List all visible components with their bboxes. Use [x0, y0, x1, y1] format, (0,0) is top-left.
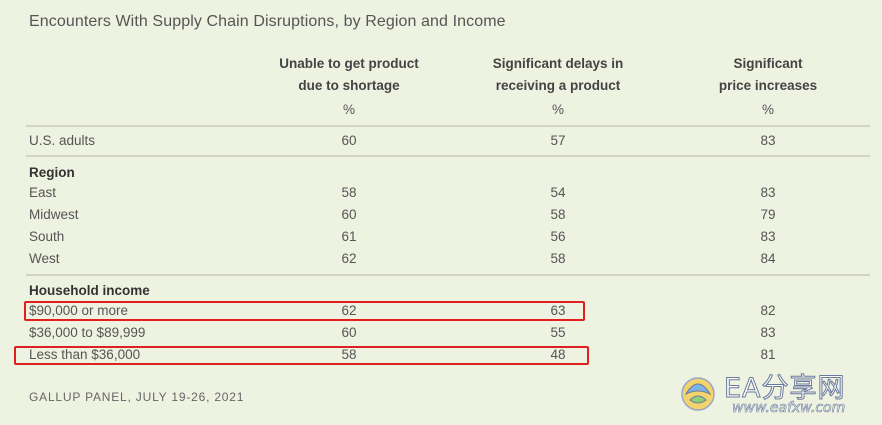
row-label: South — [29, 229, 65, 244]
header-divider — [26, 125, 870, 127]
column-unit: % — [761, 102, 774, 117]
cell-shortage: 60 — [341, 325, 357, 340]
column-header-line1: Significant — [733, 56, 803, 71]
cell-delays: 54 — [550, 185, 566, 200]
column-header-line1: Significant delays in — [492, 56, 624, 71]
row-label: Less than $36,000 — [29, 347, 141, 362]
cell-shortage: 62 — [341, 303, 357, 318]
cell-price: 83 — [760, 133, 776, 148]
table-row: $36,000 to $89,999 60 55 83 — [0, 322, 882, 344]
cell-delays: 48 — [550, 347, 566, 362]
row-label: $90,000 or more — [29, 303, 129, 318]
row-label: Midwest — [29, 207, 79, 222]
cell-price: 83 — [760, 185, 776, 200]
cell-price: 81 — [760, 347, 776, 362]
cell-shortage: 60 — [341, 207, 357, 222]
column-header-shortage: Unable to get product due to shortage — [249, 53, 449, 97]
section-divider — [26, 155, 870, 157]
cell-price: 84 — [760, 251, 776, 266]
cell-price: 79 — [760, 207, 776, 222]
row-label: West — [29, 251, 60, 266]
cell-shortage: 60 — [341, 133, 357, 148]
cell-shortage: 58 — [341, 185, 357, 200]
watermark-url: www.eafxw.com — [732, 400, 846, 417]
column-header-line2: receiving a product — [495, 78, 621, 93]
table-row: West 62 58 84 — [0, 248, 882, 270]
row-label: $36,000 to $89,999 — [29, 325, 146, 340]
cell-price: 83 — [760, 229, 776, 244]
table-row: $90,000 or more 62 63 82 — [0, 300, 882, 322]
cell-delays: 57 — [550, 133, 566, 148]
table-row: Midwest 60 58 79 — [0, 204, 882, 226]
column-header-delays: Significant delays in receiving a produc… — [458, 53, 658, 97]
section-heading-income: Household income — [29, 283, 150, 298]
table-row: South 61 56 83 — [0, 226, 882, 248]
cell-delays: 56 — [550, 229, 566, 244]
section-heading-region: Region — [29, 165, 75, 180]
column-unit: % — [551, 102, 564, 117]
cell-delays: 58 — [550, 207, 566, 222]
cell-delays: 63 — [550, 303, 566, 318]
highlight-box-low-income — [14, 346, 589, 365]
column-header-line1: Unable to get product — [279, 56, 419, 71]
column-header-line2: due to shortage — [298, 78, 400, 93]
cell-price: 83 — [760, 325, 776, 340]
column-unit: % — [342, 102, 355, 117]
cell-delays: 58 — [550, 251, 566, 266]
cell-delays: 55 — [550, 325, 566, 340]
column-header-line2: price increases — [718, 78, 818, 93]
row-label: East — [29, 185, 57, 200]
highlight-box-high-income — [24, 301, 585, 321]
row-label: U.S. adults — [29, 133, 96, 148]
watermark-logo-icon — [681, 377, 715, 411]
table-title: Encounters With Supply Chain Disruptions… — [29, 13, 506, 30]
cell-price: 82 — [760, 303, 776, 318]
cell-shortage: 62 — [341, 251, 357, 266]
table-row: Less than $36,000 58 48 81 — [0, 344, 882, 366]
section-divider — [26, 274, 870, 276]
column-header-price: Significant price increases — [668, 53, 868, 97]
table-row: East 58 54 83 — [0, 182, 882, 204]
source-note: GALLUP PANEL, JULY 19-26, 2021 — [29, 390, 245, 404]
cell-shortage: 61 — [341, 229, 357, 244]
watermark-text: EA分享网 — [724, 373, 846, 405]
watermark: EA分享网 www.eafxw.com — [676, 366, 876, 418]
cell-shortage: 58 — [341, 347, 357, 362]
table-row-us-adults: U.S. adults 60 57 83 — [0, 130, 882, 152]
